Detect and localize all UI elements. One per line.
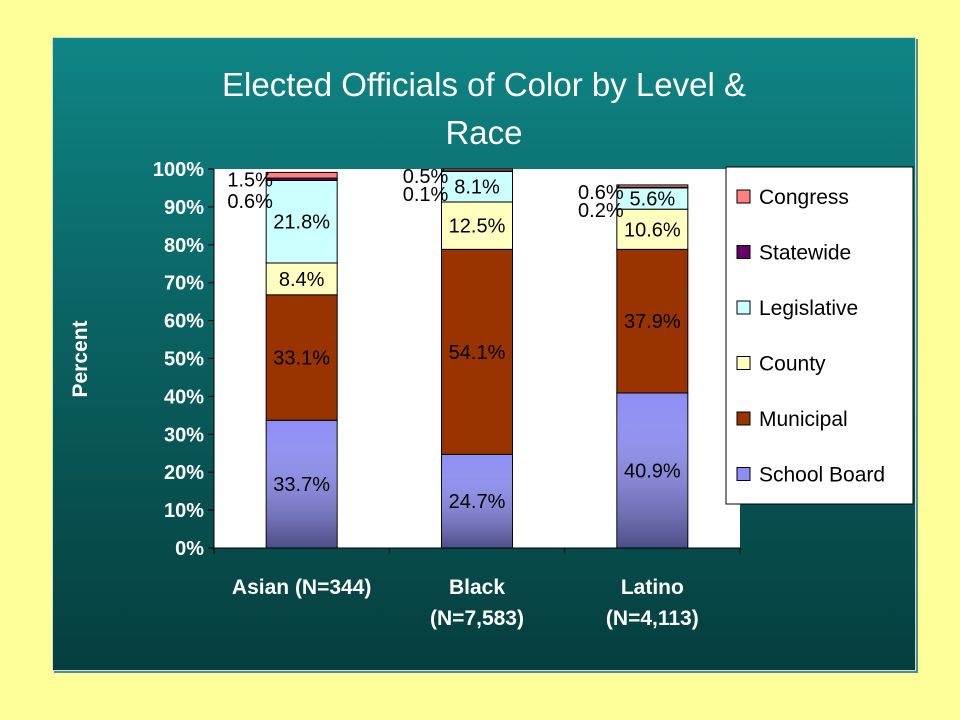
legend-swatch-congress	[736, 189, 751, 204]
chart-title-line-0: Elected Officials of Color by Level &	[222, 66, 746, 103]
data-label-statewide-2: 0.2%	[578, 200, 624, 222]
legend-swatch-school-board	[736, 467, 751, 481]
y-tick-label-0: 0%	[175, 538, 204, 560]
y-tick-label-7: 70%	[164, 273, 204, 295]
legend-label-county: County	[759, 353, 826, 376]
legend-swatch-statewide	[736, 245, 751, 259]
legend-box	[725, 166, 914, 505]
bar-segment-congress-0	[265, 171, 338, 179]
data-label-school-board-2: 40.9%	[624, 460, 681, 482]
data-label-legislative-1: 8.1%	[454, 177, 500, 199]
y-tick-label-1: 10%	[164, 500, 204, 522]
data-label-congress-2: 0.6%	[578, 182, 624, 204]
y-tick-label-2: 20%	[164, 462, 204, 484]
data-label-county-2: 10.6%	[624, 219, 681, 241]
data-label-municipal-1: 54.1%	[449, 342, 506, 364]
chart-svg: Elected Officials of Color by Level & Rac…	[69, 66, 914, 630]
bar-segment-county-2	[616, 208, 689, 250]
legend-swatch-municipal	[736, 411, 751, 426]
data-label-congress-1: 0.5%	[403, 166, 449, 188]
chart-panel: Elected Officials of Color by Level & Rac…	[52, 37, 916, 671]
y-tick-label-3: 30%	[164, 424, 204, 446]
data-label-legislative-0: 21.8%	[273, 212, 330, 234]
bar-segment-county-1	[441, 201, 513, 250]
legend-swatch-county	[736, 356, 751, 370]
x-category-label-0-0: Asian (N=344)	[232, 576, 371, 599]
y-tick-label-5: 50%	[164, 349, 204, 371]
x-category-label-2-1: (N=4,113)	[606, 607, 699, 630]
data-label-statewide-1: 0.1%	[403, 184, 449, 206]
data-label-congress-0: 1.5%	[227, 169, 273, 191]
legend[interactable]: Congress Statewide Legislative County Munici…	[725, 166, 914, 505]
axes: 0% 10% 20% 30% 40% 50% 60% 70% 80% 90% 100% Asian (…	[69, 159, 741, 630]
data-label-school-board-1: 24.7%	[449, 491, 506, 513]
x-category-label-1-0: Black	[449, 576, 505, 599]
data-label-municipal-2: 37.9%	[624, 311, 681, 333]
y-tick-label-8: 80%	[164, 235, 204, 257]
y-tick-label-10: 100%	[153, 159, 204, 181]
bar-segment-congress-2	[616, 184, 689, 188]
bar-segment-congress-1	[441, 168, 513, 172]
data-label-legislative-2: 5.6%	[630, 189, 676, 211]
legend-label-congress: Congress	[759, 186, 849, 209]
bar-segment-municipal-0	[265, 294, 338, 421]
y-tick-label-9: 90%	[164, 197, 204, 219]
data-label-school-board-0: 33.7%	[273, 474, 330, 496]
y-tick-label-6: 60%	[164, 311, 204, 333]
bar-segment-legislative-1	[441, 170, 513, 203]
data-label-county-0: 8.4%	[279, 269, 325, 291]
y-tick-label-4: 40%	[164, 386, 204, 408]
chart-title: Elected Officials of Color by Level & Rac…	[222, 66, 746, 151]
legend-label-statewide: Statewide	[759, 242, 851, 265]
chart-title-line-1: Race	[445, 114, 522, 151]
bar-segment-municipal-2	[616, 248, 689, 394]
legend-swatch-legislative	[736, 300, 751, 315]
data-label-county-1: 12.5%	[449, 216, 506, 238]
legend-label-municipal: Municipal	[759, 408, 848, 431]
data-label-statewide-0: 0.6%	[227, 191, 273, 213]
data-labels: 33.7%33.1%8.4%21.8%0.6%1.5%24.7%54.1%12.…	[227, 166, 681, 513]
x-category-label-1-1: (N=7,583)	[430, 607, 524, 630]
x-category-label-2-0: Latino	[621, 576, 684, 599]
legend-label-legislative: Legislative	[759, 297, 858, 320]
legend-label-school-board: School Board	[759, 464, 885, 487]
bar-segment-county-0	[265, 262, 338, 296]
y-axis-label: Percent	[69, 320, 92, 397]
data-label-municipal-0: 33.1%	[273, 348, 330, 370]
